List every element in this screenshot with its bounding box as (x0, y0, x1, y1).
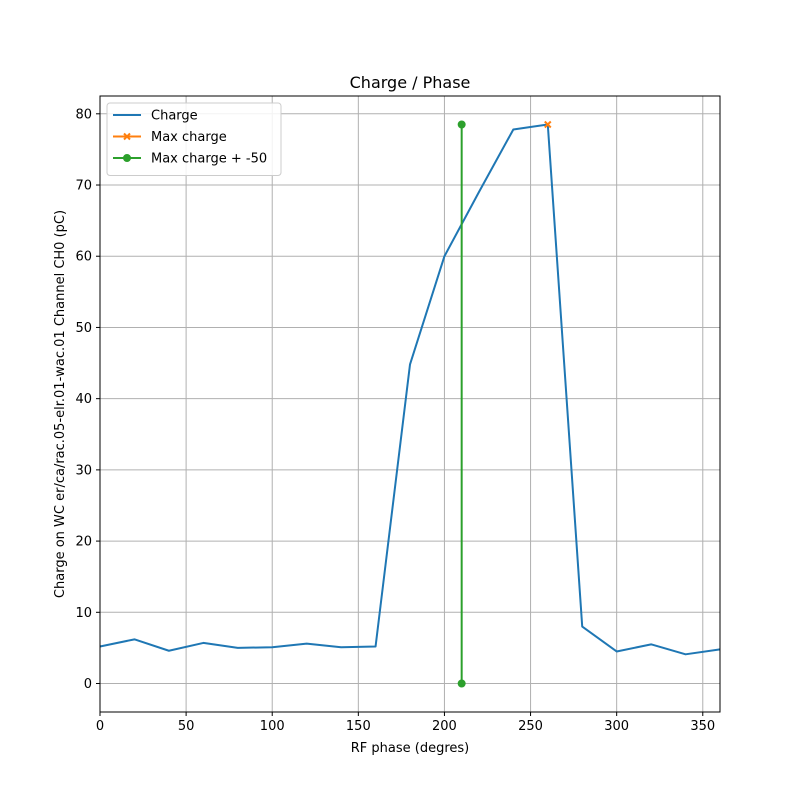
y-tick-label: 60 (75, 250, 92, 265)
x-axis-label: RF phase (degres) (351, 741, 469, 756)
legend-marker (123, 154, 131, 162)
plot-frame (99, 95, 721, 713)
x-tick-label: 50 (178, 719, 195, 734)
legend-marker (123, 132, 131, 141)
series-3 (457, 120, 466, 688)
ticks: 0 50 100 150 200 250 300 350 0 10 20 30 40 50 60 70 80 (75, 107, 715, 734)
series-2 (544, 120, 552, 129)
series-1 (99, 123, 721, 656)
data-point (457, 120, 466, 129)
y-axis-label: Charge on WC er/ca/rac.05-elr.01-wac.01 … (53, 210, 68, 598)
x-tick-label: 0 (96, 719, 104, 734)
legend-label: Max charge (151, 130, 227, 145)
x-tick-label: 350 (690, 719, 715, 734)
x-tick-label: 250 (518, 719, 543, 734)
legend-item: Charge (113, 109, 198, 124)
y-tick-label: 30 (75, 463, 92, 478)
x-tick-label: 150 (346, 719, 371, 734)
data-point (457, 679, 466, 688)
legend-label: Max charge + -50 (151, 152, 267, 167)
x-tick-label: 200 (432, 719, 457, 734)
y-tick-label: 40 (75, 392, 92, 407)
y-tick-label: 80 (75, 107, 92, 122)
chart-title: Charge / Phase (350, 73, 471, 92)
x-tick-label: 300 (604, 719, 629, 734)
x-tick-label: 100 (260, 719, 285, 734)
series-layer (99, 120, 721, 688)
legend-item: Max charge + -50 (113, 152, 267, 167)
legend-label: Charge (151, 109, 198, 124)
legend-item: Max charge (113, 130, 227, 145)
y-tick-label: 0 (84, 677, 92, 692)
y-tick-label: 20 (75, 535, 92, 550)
y-tick-label: 50 (75, 321, 92, 336)
series-line (99, 123, 721, 656)
grid (99, 96, 720, 712)
y-tick-label: 10 (75, 606, 92, 621)
data-point (544, 120, 552, 129)
legend: Charge Max charge Max charge + -50 (106, 102, 282, 176)
legend-box (106, 102, 282, 176)
y-tick-label: 70 (75, 179, 92, 194)
